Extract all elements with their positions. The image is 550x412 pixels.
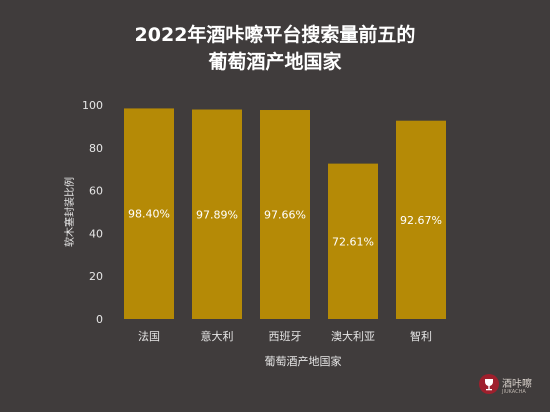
y-tick-label: 40 (89, 227, 103, 240)
x-tick-label: 西班牙 (269, 330, 302, 343)
wine-glass-icon (479, 374, 499, 394)
bar (192, 109, 242, 319)
logo-brand: 酒咔嚓 (502, 379, 532, 390)
bar-value-label: 92.67% (400, 214, 442, 227)
x-axis-label: 葡萄酒产地国家 (265, 354, 342, 368)
bar-value-label: 72.61% (332, 235, 374, 248)
logo-subtitle: JIUKACHA (502, 389, 526, 395)
bar (124, 108, 174, 319)
chart-title-line-2: 葡萄酒产地国家 (208, 51, 342, 73)
bar-value-label: 97.66% (264, 209, 306, 222)
chart-title-line-1: 2022年酒咔嚓平台搜索量前五的 (134, 24, 416, 46)
bar (328, 163, 378, 319)
y-tick-label: 0 (96, 313, 103, 326)
x-tick-label: 澳大利亚 (331, 329, 375, 343)
x-tick-label: 智利 (410, 329, 432, 343)
bar-value-label: 98.40% (128, 208, 170, 221)
chart-title: 2022年酒咔嚓平台搜索量前五的 葡萄酒产地国家 (0, 22, 550, 76)
jiukacha-logo: 酒咔嚓 JIUKACHA (478, 370, 538, 404)
y-tick-label: 20 (89, 270, 103, 283)
bar (396, 120, 446, 319)
bar (260, 110, 310, 319)
x-tick-label: 法国 (138, 329, 160, 343)
x-tick-label: 意大利 (201, 329, 234, 343)
y-tick-label: 60 (89, 185, 103, 198)
bar-value-label: 97.89% (196, 208, 238, 221)
y-axis-label: 软木塞封装比例 (63, 177, 76, 247)
y-tick-label: 100 (82, 99, 103, 112)
y-tick-label: 80 (89, 142, 103, 155)
